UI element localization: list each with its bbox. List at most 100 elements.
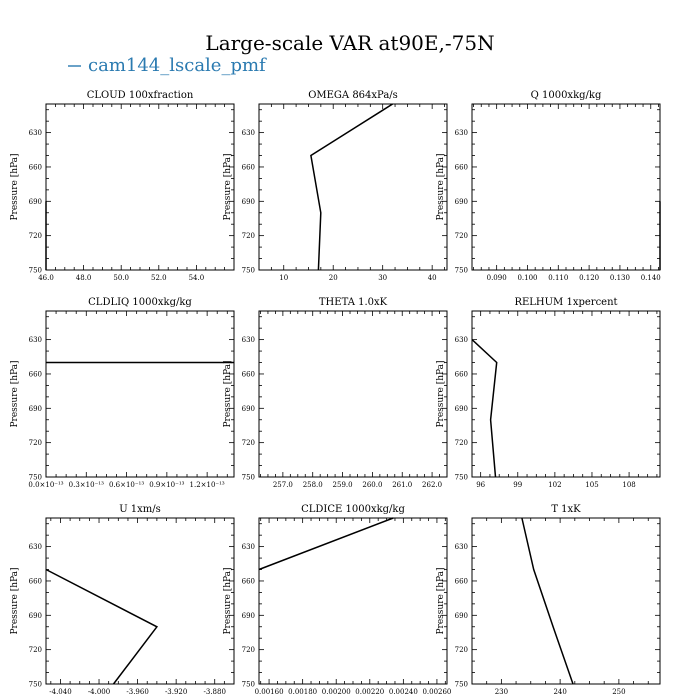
x-tick-label: 0.00260 (422, 688, 451, 696)
x-tick-label: 48.0 (76, 274, 92, 282)
y-tick-label: 690 (29, 612, 42, 620)
panel-cldliq: CLDLIQ 1000xkg/kg Pressure [hPa] 630 660 690… (10, 297, 235, 489)
x-tick-label: 0.00220 (355, 688, 384, 696)
plot-frame (471, 310, 661, 478)
x-tick-label: -3.920 (165, 688, 187, 696)
y-tick-label: 750 (242, 267, 255, 275)
y-axis-label: Pressure [hPa] (223, 153, 233, 220)
y-tick-label: 720 (242, 646, 255, 654)
plot-frame (258, 310, 448, 478)
plot-frame (45, 103, 235, 271)
x-tick-label: 1.2×10⁻¹³ (190, 481, 225, 489)
x-tick-label: 0.0×10⁻¹³ (28, 481, 63, 489)
profile-line (471, 339, 498, 478)
x-tick-label: 0.140 (641, 274, 661, 282)
x-tick-label: 20 (329, 274, 338, 282)
panel-title: CLDICE 1000xkg/kg (301, 504, 405, 515)
y-tick-label: 750 (455, 267, 468, 275)
y-tick-label: 690 (242, 198, 255, 206)
y-tick-label: 660 (242, 163, 255, 171)
y-tick-label: 630 (242, 336, 255, 344)
y-tick-label: 660 (455, 370, 468, 378)
x-tick-label: 52.0 (151, 274, 167, 282)
y-tick-label: 750 (29, 681, 42, 689)
x-tick-label: -3.880 (204, 688, 226, 696)
plot-frame (471, 517, 661, 685)
profile-line (258, 517, 394, 571)
panel-title: RELHUM 1xpercent (514, 297, 617, 308)
x-tick-label: 0.00240 (389, 688, 418, 696)
plot-frame (45, 517, 235, 685)
y-tick-label: 630 (455, 129, 468, 137)
panel-title: OMEGA 864xPa/s (308, 90, 398, 101)
x-tick-label: 230 (495, 688, 508, 696)
y-tick-label: 630 (242, 543, 255, 551)
x-tick-label: 0.130 (610, 274, 630, 282)
x-tick-label: 250 (612, 688, 625, 696)
y-tick-label: 720 (29, 646, 42, 654)
y-tick-label: 690 (242, 405, 255, 413)
x-tick-label: 54.0 (189, 274, 205, 282)
y-axis-label: Pressure [hPa] (10, 567, 20, 634)
y-tick-label: 690 (455, 405, 468, 413)
y-tick-label: 720 (242, 232, 255, 240)
y-tick-label: 660 (242, 577, 255, 585)
plot-frame (258, 517, 448, 685)
y-tick-label: 660 (455, 577, 468, 585)
y-tick-label: 660 (29, 370, 42, 378)
y-tick-label: 720 (29, 232, 42, 240)
x-tick-label: 105 (585, 481, 598, 489)
x-tick-label: 10 (279, 274, 288, 282)
y-tick-label: 660 (29, 577, 42, 585)
y-tick-label: 690 (29, 198, 42, 206)
profile-line (45, 568, 159, 685)
profile-line (310, 103, 393, 271)
y-tick-label: 630 (29, 336, 42, 344)
y-tick-label: 750 (29, 267, 42, 275)
panel-q: Q 1000xkg/kg Pressure [hPa] 630 660 690 720 75… (436, 90, 661, 282)
plot-frame (45, 310, 235, 478)
y-tick-label: 690 (242, 612, 255, 620)
y-axis-label: Pressure [hPa] (223, 360, 233, 427)
x-tick-label: 50.0 (113, 274, 129, 282)
x-tick-label: 0.00160 (255, 688, 284, 696)
y-tick-label: 660 (455, 163, 468, 171)
y-axis-label: Pressure [hPa] (436, 567, 446, 634)
y-tick-label: 660 (242, 370, 255, 378)
y-tick-label: 630 (29, 543, 42, 551)
panel-title: U 1xm/s (119, 504, 161, 515)
y-tick-label: 630 (455, 336, 468, 344)
y-tick-label: 660 (29, 163, 42, 171)
x-tick-label: 0.100 (517, 274, 537, 282)
x-tick-label: -4.040 (49, 688, 71, 696)
x-tick-label: 40 (428, 274, 437, 282)
x-tick-label: 262.0 (422, 481, 442, 489)
panel-title: Q 1000xkg/kg (531, 90, 602, 101)
plot-frame (258, 103, 448, 271)
y-tick-label: 720 (455, 439, 468, 447)
y-axis-label: Pressure [hPa] (10, 360, 20, 427)
y-tick-label: 750 (455, 681, 468, 689)
panel-title: THETA 1.0xK (319, 297, 388, 308)
x-tick-label: -4.000 (88, 688, 110, 696)
figure-title: Large-scale VAR at90E,-75N (205, 31, 494, 55)
y-tick-label: 630 (242, 129, 255, 137)
x-tick-label: 0.00200 (322, 688, 351, 696)
y-tick-label: 750 (242, 474, 255, 482)
y-tick-label: 720 (242, 439, 255, 447)
x-tick-label: 0.9×10⁻¹³ (149, 481, 184, 489)
panel-cldice: CLDICE 1000xkg/kg Pressure [hPa] 630 660 690… (223, 504, 451, 696)
plot-frame (471, 103, 661, 271)
x-tick-label: 0.090 (487, 274, 507, 282)
x-tick-label: 258.0 (303, 481, 323, 489)
panel-title: T 1xK (551, 504, 581, 515)
x-tick-label: 30 (378, 274, 387, 282)
x-tick-label: 99 (513, 481, 522, 489)
legend-label: cam144_lscale_pmf (88, 55, 267, 76)
y-tick-label: 750 (29, 474, 42, 482)
y-tick-label: 690 (29, 405, 42, 413)
x-tick-label: -3.960 (126, 688, 148, 696)
y-tick-label: 690 (455, 612, 468, 620)
panel-title: CLOUD 100xfraction (87, 90, 194, 101)
